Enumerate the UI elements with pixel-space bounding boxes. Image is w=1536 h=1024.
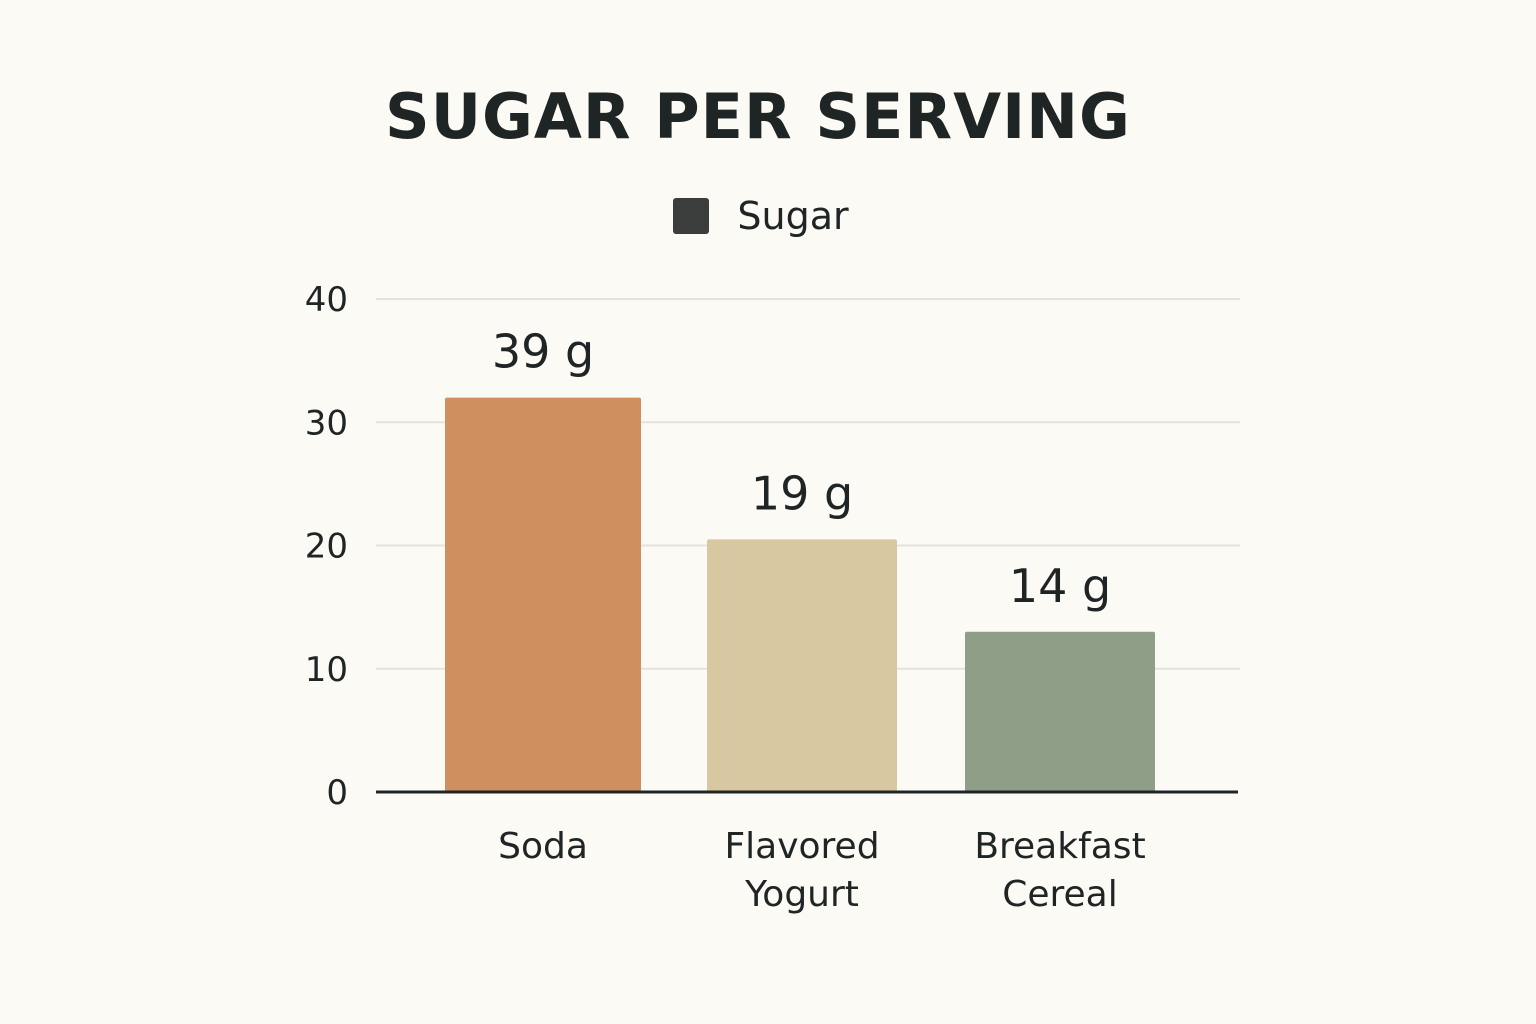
y-tick-label: 20 (305, 527, 348, 567)
x-tick-label: Yogurt (744, 874, 859, 915)
x-tick-label: Cereal (1002, 874, 1118, 915)
bar (707, 539, 897, 792)
data-label: 39 g (492, 325, 594, 379)
legend-swatch (673, 198, 710, 234)
legend: Sugar (0, 194, 1522, 238)
data-label: 19 g (751, 466, 853, 520)
x-tick-label: Breakfast (974, 826, 1145, 867)
bar (965, 631, 1155, 792)
bar (445, 397, 641, 792)
data-label: 14 g (1009, 559, 1111, 613)
y-tick-label: 10 (305, 650, 348, 690)
legend-label: Sugar (737, 194, 849, 238)
x-tick-label: Flavored (724, 826, 879, 867)
y-tick-label: 40 (305, 280, 348, 320)
x-tick-label: Soda (498, 826, 588, 867)
y-tick-label: 0 (326, 773, 348, 813)
y-tick-label: 30 (305, 403, 348, 443)
chart-title: SUGAR PER SERVING (385, 80, 1131, 153)
